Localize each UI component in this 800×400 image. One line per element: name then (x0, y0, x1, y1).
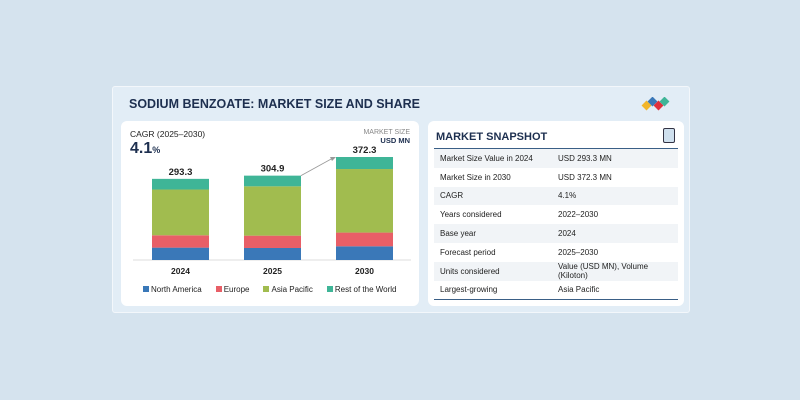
row-label: Market Size in 2030 (440, 172, 511, 182)
table-row: Years considered 2022–2030 (434, 205, 678, 224)
bar-segment-asia-pacific-2025 (244, 186, 301, 236)
row-value: USD 372.3 MN (558, 172, 612, 182)
cagr-value: 4.1% (130, 140, 161, 157)
brand-logo-icon (641, 97, 670, 111)
arrow-head-icon (330, 157, 336, 161)
page-title: SODIUM BENZOATE: MARKET SIZE AND SHARE (129, 97, 420, 111)
table-row: CAGR 4.1% (434, 186, 678, 206)
snapshot-title: MARKET SNAPSHOT (436, 131, 548, 143)
legend-swatch (143, 286, 149, 292)
row-value: 2024 (558, 229, 576, 239)
legend-swatch (263, 286, 270, 292)
bar-segment-north-america-2025 (244, 247, 301, 260)
table-row: Market Size Value in 2024 USD 293.3 MN (434, 149, 678, 168)
row-label: Base year (440, 229, 477, 239)
legend-swatch (326, 286, 333, 292)
snapshot-table: Market Size Value in 2024 USD 293.3 MN Mar… (434, 148, 678, 301)
table-row: Largest-growing Asia Pacific (434, 281, 678, 300)
row-value: 2025–2030 (558, 247, 599, 257)
legend-swatch (215, 286, 222, 292)
report-icon (663, 128, 675, 143)
table-row: Base year 2024 (434, 224, 678, 243)
total-label: 304.9 (261, 164, 285, 175)
bar-segment-rest-of-the-world-2025 (244, 175, 301, 187)
row-value: USD 293.3 MN (558, 153, 612, 163)
bar-segment-europe-2025 (244, 235, 301, 248)
row-value: 2022–2030 (558, 210, 599, 220)
legend-item: Rest of the World (326, 285, 397, 294)
x-tick-label: 2030 (355, 266, 374, 276)
total-label: 372.3 (353, 145, 377, 156)
row-label: CAGR (440, 191, 464, 201)
row-label: Largest-growing (440, 285, 498, 295)
row-value: 4.1% (558, 191, 577, 201)
stacked-bar-chart: 293.3 2024 304.9 2025 372.3 2030 (133, 145, 411, 276)
bar-segment-asia-pacific-2024 (152, 189, 209, 236)
legend-item: North America (143, 285, 202, 294)
bar-segment-asia-pacific-2030 (336, 169, 393, 233)
infographic-card: SODIUM BENZOATE: MARKET SIZE AND SHARE C… (112, 86, 690, 313)
legend-label: Europe (223, 285, 250, 294)
row-label: Market Size Value in 2024 (440, 153, 533, 163)
bar-segment-rest-of-the-world-2030 (336, 157, 393, 170)
total-label: 293.3 (169, 167, 193, 178)
x-tick-label: 2024 (171, 266, 190, 276)
row-value: Value (USD MN), Volume (Kiloton) (558, 262, 649, 281)
bar-segment-north-america-2030 (336, 246, 393, 260)
row-value: Asia Pacific (558, 285, 600, 295)
row-label: Units considered (440, 266, 500, 276)
bar-segment-rest-of-the-world-2024 (152, 178, 209, 190)
table-row: Forecast period 2025–2030 (434, 243, 678, 262)
bar-segment-north-america-2024 (152, 247, 209, 260)
row-label: Years considered (440, 210, 502, 220)
legend-item: Asia Pacific (263, 285, 313, 294)
table-row: Market Size in 2030 USD 372.3 MN (434, 168, 678, 187)
bar-segment-europe-2024 (152, 235, 209, 248)
market-size-label: MARKET SIZE USD MN (363, 129, 410, 145)
legend: North America Europe Asia Pacific Rest of t… (143, 285, 397, 294)
table-row: Units considered Value (USD MN), Volume (… (434, 261, 678, 281)
cagr-label: CAGR (2025–2030) (130, 129, 206, 139)
x-tick-label: 2025 (263, 266, 282, 276)
row-label: Forecast period (440, 247, 496, 257)
legend-label: Rest of the World (334, 285, 397, 294)
snapshot-panel: MARKET SNAPSHOT Market Size Value in 202… (428, 121, 684, 306)
bar-segment-europe-2030 (336, 232, 393, 247)
chart-panel: CAGR (2025–2030) 4.1% MARKET SIZE USD MN … (121, 121, 419, 306)
legend-label: North America (151, 285, 202, 294)
growth-arrow (300, 157, 334, 176)
legend-item: Europe (215, 285, 250, 294)
legend-label: Asia Pacific (271, 285, 313, 294)
